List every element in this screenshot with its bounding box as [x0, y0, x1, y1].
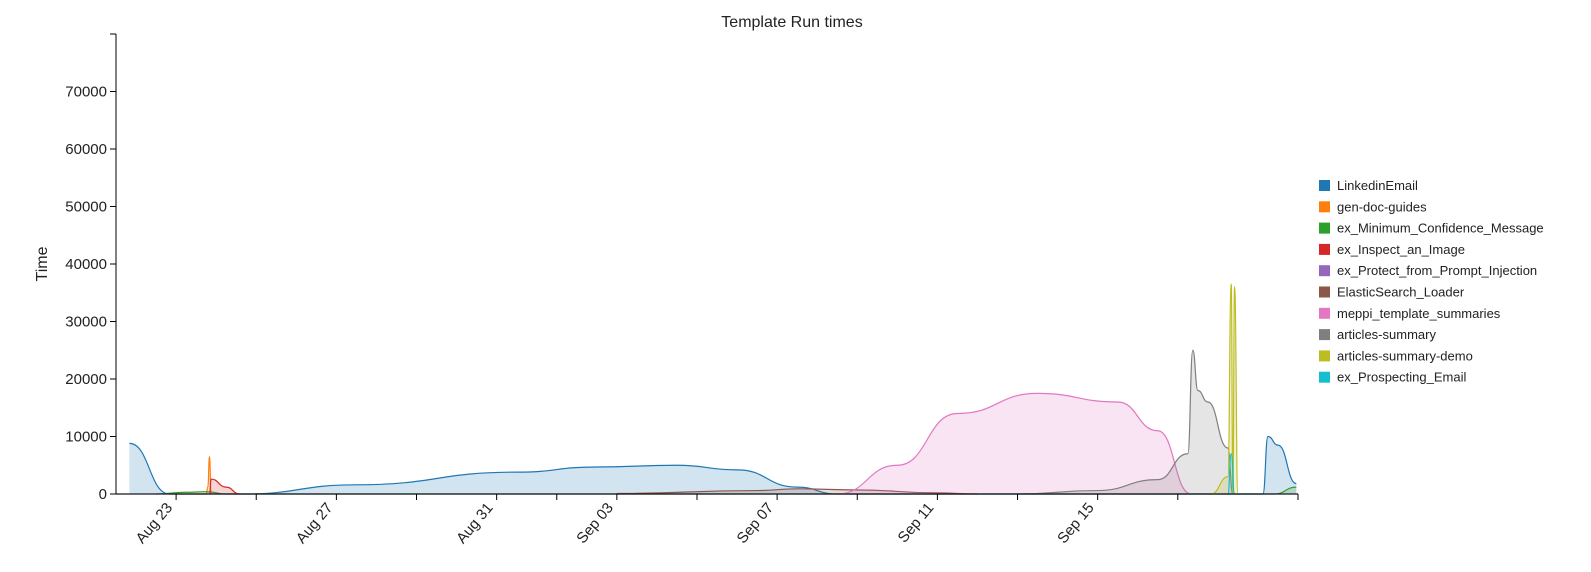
area-meppi-template-summaries — [837, 393, 1192, 494]
legend-swatch-elasticsearch-loader — [1319, 286, 1330, 298]
y-tick-label: 70000 — [65, 84, 107, 101]
legend-swatch-ex-protect-from-prompt-injection — [1319, 265, 1330, 277]
x-tick-label: Sep 03 — [573, 500, 617, 547]
x-tick-label: Aug 27 — [293, 500, 337, 547]
legend-label-ex-prospecting-email: ex_Prospecting_Email — [1337, 370, 1466, 385]
x-tick-label: Sep 07 — [734, 500, 778, 547]
line-ex-inspect-an-image — [208, 478, 240, 495]
y-tick-label: 50000 — [65, 199, 107, 216]
legend-swatch-ex-inspect-an-image — [1319, 243, 1330, 255]
y-tick-label: 20000 — [65, 371, 107, 388]
legend-label-ex-inspect-an-image: ex_Inspect_an_Image — [1337, 242, 1465, 257]
line-elasticsearch-loader — [616, 488, 978, 495]
y-axis: 0 10000 20000 30000 40000 50000 60000 70000 — [65, 33, 117, 503]
legend-swatch-articles-summary-demo — [1319, 350, 1330, 362]
x-tick-label: Aug 23 — [133, 500, 177, 547]
legend-label-ex-protect-from-prompt-injection: ex_Protect_from_Prompt_Injection — [1337, 263, 1537, 278]
x-tick-label: Sep 11 — [895, 500, 938, 547]
legend-label-articles-summary: articles-summary — [1337, 327, 1436, 342]
legend-label-linkedinemail: LinkedinEmail — [1337, 178, 1418, 193]
y-tick-label: 10000 — [65, 429, 107, 446]
area-elasticsearch-loader — [616, 488, 978, 494]
legend: LinkedinEmail gen-doc-guides ex_Minimum_Co… — [1319, 178, 1544, 385]
legend-swatch-articles-summary — [1319, 329, 1330, 341]
legend-label-meppi-template-summaries: meppi_template_summaries — [1337, 306, 1501, 321]
area-linkedinemail — [129, 436, 1297, 494]
legend-label-gen-doc-guides: gen-doc-guides — [1337, 199, 1427, 214]
line-ex-prospecting-email — [1227, 453, 1236, 495]
line-gen-doc-guides — [176, 456, 212, 495]
x-axis: Aug 23 Aug 27 Aug 31 Sep 03 Sep 07 Sep 11 Sep … — [116, 493, 1299, 547]
legend-label-articles-summary-demo: articles-summary-demo — [1337, 348, 1473, 363]
line-meppi-template-summaries — [837, 392, 1192, 495]
area-gen-doc-guides — [176, 456, 212, 494]
y-tick-label: 60000 — [65, 141, 107, 158]
legend-swatch-ex-minimum-confidence-message — [1319, 222, 1330, 234]
area-articles-summary-demo — [1211, 284, 1238, 494]
y-tick-label: 0 — [99, 486, 107, 503]
y-axis-label: Time — [34, 246, 51, 281]
area-series-group — [116, 283, 1298, 495]
legend-swatch-ex-prospecting-email — [1319, 371, 1330, 383]
line-articles-summary — [1017, 349, 1234, 495]
legend-swatch-gen-doc-guides — [1319, 201, 1330, 213]
x-tick-label: Aug 31 — [453, 500, 497, 547]
chart-title: Template Run times — [721, 14, 862, 31]
legend-swatch-linkedinemail — [1319, 180, 1330, 191]
line-linkedinemail — [129, 435, 1297, 495]
y-tick-label: 30000 — [65, 314, 107, 331]
legend-swatch-meppi-template-summaries — [1319, 307, 1330, 319]
y-tick-label: 40000 — [65, 256, 107, 273]
legend-label-ex-minimum-confidence-message: ex_Minimum_Confidence_Message — [1337, 221, 1544, 236]
x-tick-label: Sep 15 — [1054, 500, 1098, 547]
legend-label-elasticsearch-loader: ElasticSearch_Loader — [1337, 285, 1465, 300]
